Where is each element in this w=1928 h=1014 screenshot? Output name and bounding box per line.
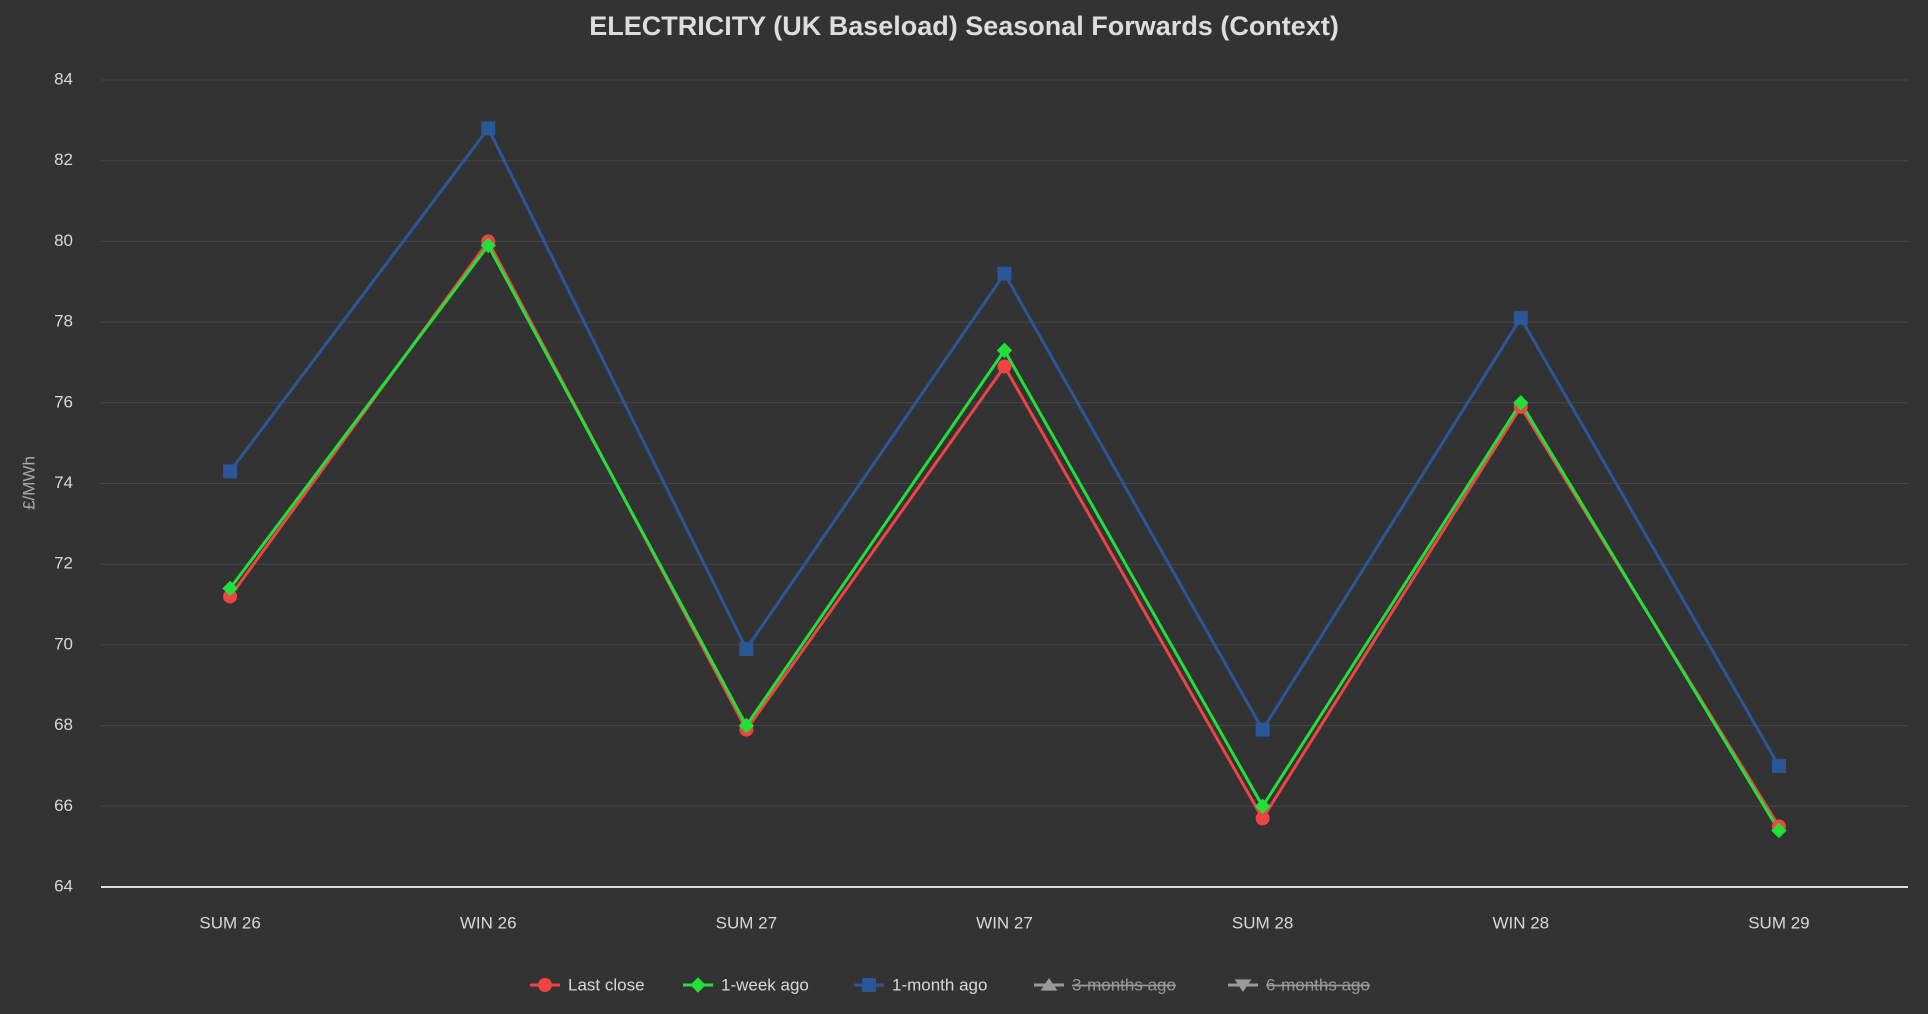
legend-label: 1-month ago <box>892 975 987 994</box>
data-point <box>223 589 238 604</box>
data-point <box>997 359 1012 374</box>
data-point <box>1513 395 1529 411</box>
y-tick-label: 72 <box>54 554 73 573</box>
data-point <box>480 237 496 254</box>
legend-label: 6-months ago <box>1266 975 1370 994</box>
data-point <box>222 580 238 597</box>
y-tick-label: 64 <box>54 876 73 895</box>
data-point <box>1771 758 1786 773</box>
legend-swatch <box>1234 979 1252 992</box>
x-tick-label: SUM 29 <box>1748 913 1809 932</box>
legend-swatch <box>538 978 552 992</box>
data-point <box>481 121 496 136</box>
data-point <box>1254 798 1271 814</box>
legend-swatch <box>862 978 876 992</box>
data-point <box>1255 722 1270 737</box>
x-tick-label: WIN 28 <box>1492 913 1549 932</box>
y-axis-label: £/MWh <box>19 456 38 510</box>
data-point <box>996 342 1013 359</box>
x-tick-label: SUM 26 <box>199 913 260 932</box>
y-tick-label: 70 <box>54 634 73 653</box>
data-point <box>997 266 1012 281</box>
chart-title: ELECTRICITY (UK Baseload) Seasonal Forwa… <box>589 11 1339 41</box>
x-tick-label: WIN 26 <box>460 913 517 932</box>
y-tick-label: 66 <box>54 796 73 815</box>
legend-label: 1-week ago <box>721 975 809 994</box>
x-tick-label: SUM 27 <box>716 913 777 932</box>
y-tick-label: 80 <box>54 231 73 250</box>
y-tick-label: 74 <box>54 473 73 492</box>
y-tick-label: 78 <box>54 312 73 331</box>
legend-label: 3-months ago <box>1072 975 1176 994</box>
data-point <box>1771 822 1787 839</box>
legend-swatch <box>690 977 706 993</box>
legend-swatch <box>1040 978 1058 991</box>
data-point <box>1255 811 1270 826</box>
data-point <box>739 641 754 656</box>
legend-label: Last close <box>568 975 645 994</box>
data-point <box>223 464 238 479</box>
y-tick-label: 68 <box>54 715 73 734</box>
data-point <box>738 717 755 734</box>
y-tick-label: 76 <box>54 392 73 411</box>
y-tick-label: 84 <box>54 69 73 88</box>
y-tick-label: 82 <box>54 150 73 169</box>
data-point <box>1513 311 1528 326</box>
x-tick-label: SUM 28 <box>1232 913 1293 932</box>
x-tick-label: WIN 27 <box>976 913 1033 932</box>
